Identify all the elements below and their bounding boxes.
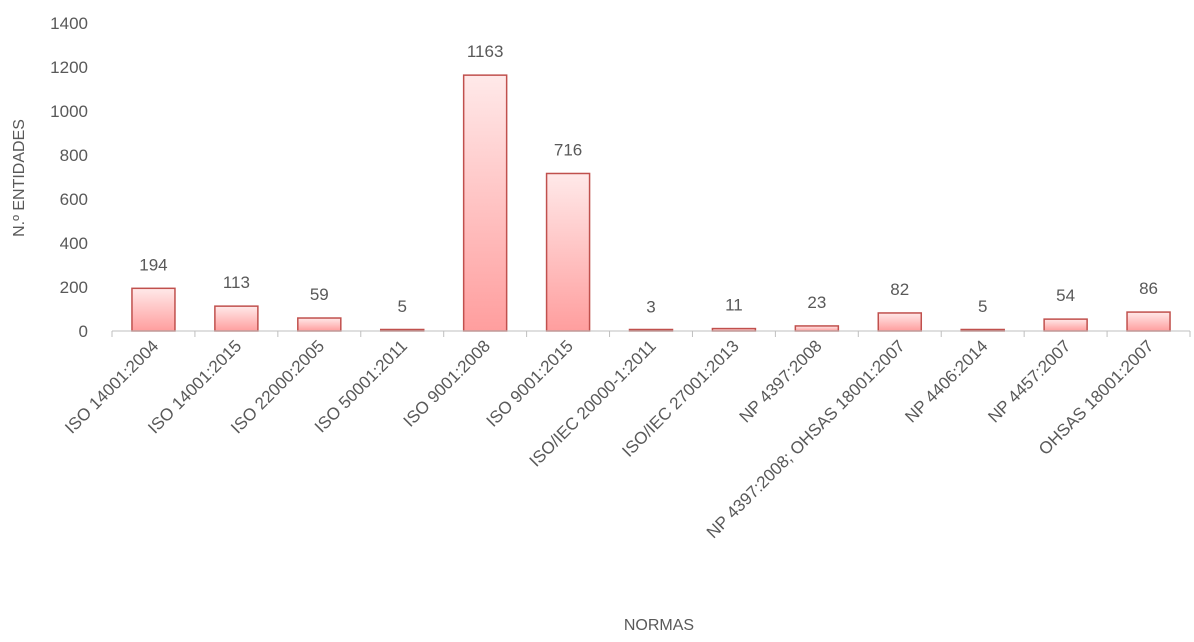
data-label: 54 <box>1056 286 1075 305</box>
data-label: 82 <box>890 280 909 299</box>
y-tick-label: 400 <box>60 234 88 253</box>
x-tick-label: NP 4397:2008 <box>736 336 826 426</box>
y-axis-tick-labels: 0 200 400 600 800 1000 1200 1400 <box>50 14 88 341</box>
data-label: 11 <box>725 296 743 315</box>
bar <box>214 305 259 332</box>
data-label: 5 <box>978 297 987 316</box>
y-tick-label: 800 <box>60 146 88 165</box>
y-axis-title: N.º ENTIDADES <box>11 119 28 237</box>
data-label: 5 <box>397 297 406 316</box>
data-label: 194 <box>139 255 167 274</box>
bar-series <box>131 74 1171 332</box>
x-tick-label: NP 4457:2007 <box>984 336 1074 426</box>
bar <box>1043 318 1088 332</box>
data-label: 716 <box>554 140 582 159</box>
bar <box>297 317 342 332</box>
y-tick-label: 1200 <box>50 58 88 77</box>
x-tick-label: ISO 9001:2015 <box>483 336 577 430</box>
x-axis-title: NORMAS <box>624 617 694 634</box>
y-tick-label: 600 <box>60 190 88 209</box>
data-label: 23 <box>807 293 826 312</box>
bar <box>794 325 840 332</box>
x-tick-label: NP 4406:2014 <box>901 336 991 426</box>
data-labels: 194 113 59 5 1163 716 3 11 23 82 5 54 86 <box>139 42 1158 316</box>
y-tick-label: 0 <box>79 322 88 341</box>
y-tick-label: 200 <box>60 278 88 297</box>
bar <box>462 74 508 332</box>
bar <box>545 172 591 332</box>
bar <box>1126 311 1171 332</box>
y-tick-label: 1400 <box>50 14 88 33</box>
data-label: 1163 <box>467 42 504 61</box>
data-label: 86 <box>1139 279 1158 298</box>
x-tick-label: ISO 9001:2008 <box>400 336 494 430</box>
data-label: 113 <box>223 273 250 292</box>
y-tick-label: 1000 <box>50 102 88 121</box>
bar <box>131 287 176 332</box>
data-label: 59 <box>310 285 329 304</box>
data-label: 3 <box>646 297 655 316</box>
bar <box>877 312 923 332</box>
